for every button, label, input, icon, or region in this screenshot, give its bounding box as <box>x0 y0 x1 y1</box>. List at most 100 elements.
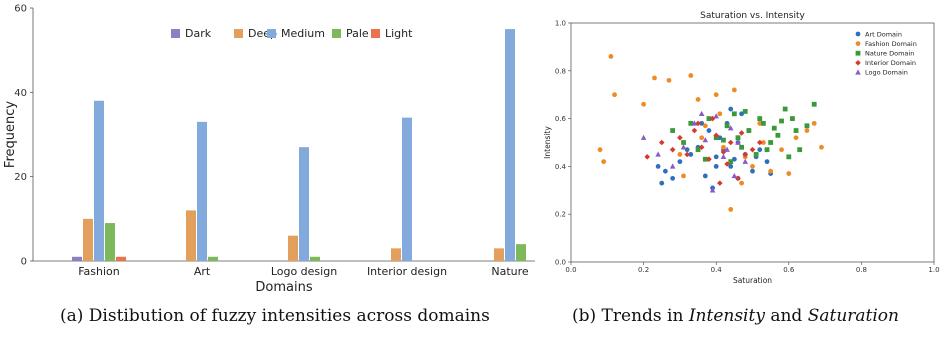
point-interior-domain <box>727 139 734 146</box>
x-tick-label: 0.0 <box>565 266 576 274</box>
point-art-domain <box>728 106 734 112</box>
legend-label-dark: Dark <box>185 27 212 40</box>
point-art-domain <box>750 168 755 174</box>
point-nature-domain <box>681 140 686 145</box>
scatter-title: Saturation vs. Intensity <box>700 11 805 21</box>
legend-label-light: Light <box>385 27 413 40</box>
point-nature-domain <box>760 120 766 126</box>
legend-label-interior-domain: Interior Domain <box>865 59 916 67</box>
point-fashion-domain <box>739 180 745 186</box>
point-nature-domain <box>775 132 781 138</box>
point-fashion-domain <box>677 152 683 157</box>
point-nature-domain <box>790 116 795 121</box>
point-art-domain <box>699 120 705 126</box>
x-category-label: Fashion <box>78 265 120 278</box>
point-logo-domain <box>640 134 647 140</box>
point-fashion-domain <box>731 87 737 93</box>
point-fashion-domain <box>652 75 657 81</box>
caption-a: (a) Distibution of fuzzy intensities acr… <box>60 306 490 326</box>
legend-label-pale: Pale <box>346 27 369 40</box>
point-interior-domain <box>735 175 741 182</box>
point-interior-domain <box>713 132 719 139</box>
caption-a-text: (a) Distibution of fuzzy intensities acr… <box>60 306 490 326</box>
point-logo-domain <box>713 113 719 119</box>
x-tick-label: 0.4 <box>711 266 723 274</box>
point-art-domain <box>713 164 719 169</box>
bar-pale-art <box>208 256 218 261</box>
point-nature-domain <box>746 128 752 133</box>
y-tick-label: 0.2 <box>555 211 566 219</box>
point-art-domain <box>670 175 676 181</box>
point-fashion-domain <box>695 97 701 102</box>
point-logo-domain <box>735 139 741 145</box>
point-nature-domain <box>779 118 784 124</box>
point-nature-domain <box>768 140 774 145</box>
point-nature-domain <box>735 135 741 141</box>
point-nature-domain <box>764 147 770 153</box>
point-art-domain <box>688 152 694 157</box>
legend-label-nature-domain: Nature Domain <box>865 50 914 58</box>
caption-b: (b) Trends in Intensity and Saturation <box>572 306 899 326</box>
y-tick-label: 0.4 <box>555 163 567 171</box>
bar-chart-panel: 0 20 40 60 Fashion Art Logo design Interior des… <box>3 4 535 295</box>
bar-deep-nature <box>494 248 504 261</box>
legend-marker-nature-domain <box>855 50 861 56</box>
x-tick-label: 1.0 <box>928 266 939 274</box>
point-fashion-domain <box>779 147 784 153</box>
point-interior-domain <box>738 130 745 136</box>
point-fashion-domain <box>757 120 763 126</box>
point-logo-domain <box>720 153 727 160</box>
bar-pale-fashion <box>105 223 115 261</box>
point-art-domain <box>739 111 745 117</box>
legend-label-logo-domain: Logo Domain <box>865 69 908 77</box>
x-tick-label: 0.8 <box>856 266 867 274</box>
point-interior-domain <box>658 139 665 146</box>
point-art-domain <box>713 154 719 160</box>
point-interior-domain <box>717 180 723 186</box>
bar-medium-art <box>197 121 207 261</box>
point-nature-domain <box>811 101 817 107</box>
legend-marker-interior-domain <box>855 60 861 66</box>
point-art-domain <box>702 173 708 179</box>
bar-chart: 0 20 40 60 Fashion Art Logo design Interior des… <box>3 4 535 295</box>
point-fashion-domain <box>811 120 817 126</box>
bar-medium-nature <box>505 29 515 262</box>
x-tick-label: 0.6 <box>783 266 795 274</box>
x-category-label: Nature <box>491 265 529 278</box>
point-fashion-domain <box>786 171 792 176</box>
point-fashion-domain <box>601 159 607 165</box>
legend-label-art-domain: Art Domain <box>865 30 902 38</box>
point-art-domain <box>659 180 665 186</box>
legend-label-fashion-domain: Fashion Domain <box>865 40 917 48</box>
point-nature-domain <box>782 106 788 112</box>
bar-deep-logo-design <box>288 235 298 261</box>
x-category-label: Art <box>194 265 211 278</box>
legend-swatch-medium <box>267 29 276 38</box>
point-nature-domain <box>695 147 701 153</box>
x-tick-label: 0.2 <box>638 266 649 274</box>
point-logo-domain <box>680 144 687 150</box>
scatter-chart-panel: 0.0 0.2 0.4 0.6 0.8 1.0 0.0 0.2 0.4 0.6 0.8 1.0 Satu… <box>540 0 944 338</box>
point-logo-domain <box>702 137 709 143</box>
point-fashion-domain <box>688 73 694 78</box>
point-logo-domain <box>742 158 749 164</box>
point-interior-domain <box>720 149 727 155</box>
bar-deep-fashion <box>83 218 93 261</box>
point-nature-domain <box>797 147 803 153</box>
legend-swatch-deep <box>234 29 243 38</box>
point-logo-domain <box>727 125 734 131</box>
y-axis-title: Intensity <box>543 126 552 159</box>
point-nature-domain <box>742 109 748 114</box>
legend-swatch-dark <box>171 29 180 38</box>
y-tick-label: 60 <box>14 4 27 15</box>
y-tick-label: 40 <box>14 88 27 99</box>
y-tick-label: 20 <box>14 172 27 183</box>
x-axis-title: Domains <box>255 280 312 295</box>
y-tick-label: 0.6 <box>555 115 567 123</box>
bar-pale-logo-design <box>310 256 320 261</box>
point-interior-domain <box>644 154 651 160</box>
point-nature-domain <box>731 111 737 117</box>
legend-label-medium: Medium <box>281 27 325 40</box>
point-fashion-domain <box>760 140 766 145</box>
